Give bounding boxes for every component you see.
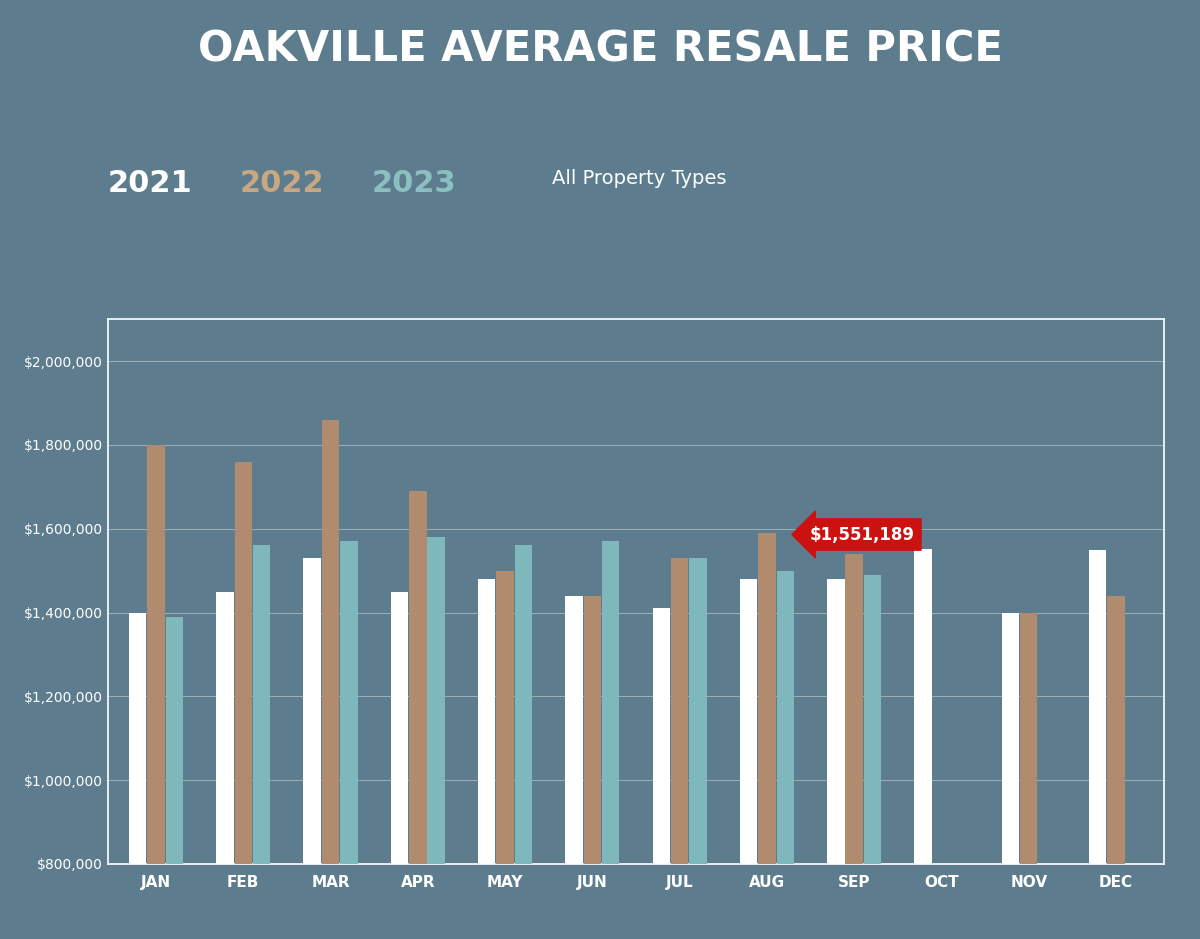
Bar [671, 558, 689, 864]
Text: 2021: 2021 [108, 169, 193, 198]
Text: $1,551,189: $1,551,189 [810, 526, 914, 544]
Bar [689, 558, 707, 864]
Bar [1020, 612, 1038, 864]
Text: OAKVILLE AVERAGE RESALE PRICE: OAKVILLE AVERAGE RESALE PRICE [198, 28, 1002, 70]
Bar [846, 554, 863, 864]
Bar [1108, 595, 1124, 864]
Text: 2023: 2023 [372, 169, 457, 198]
Bar [409, 491, 426, 864]
Bar [340, 541, 358, 864]
Bar [515, 546, 532, 864]
Bar [253, 546, 270, 864]
Bar [864, 575, 881, 864]
Bar [128, 612, 146, 864]
Bar [914, 549, 932, 864]
Bar [234, 462, 252, 864]
Bar [166, 617, 184, 864]
Bar [304, 558, 320, 864]
Bar [478, 579, 496, 864]
Bar [565, 595, 583, 864]
Text: All Property Types: All Property Types [552, 169, 726, 188]
Bar [427, 537, 445, 864]
Bar [1002, 612, 1019, 864]
Bar [758, 533, 775, 864]
Bar [602, 541, 619, 864]
Bar [653, 608, 670, 864]
Bar [1088, 549, 1106, 864]
Bar [583, 595, 601, 864]
Bar [148, 445, 164, 864]
Text: 2022: 2022 [240, 169, 325, 198]
Bar [216, 592, 234, 864]
Bar [391, 592, 408, 864]
Bar [322, 420, 340, 864]
Bar [740, 579, 757, 864]
Bar [827, 579, 845, 864]
Bar [497, 571, 514, 864]
Bar [776, 571, 794, 864]
